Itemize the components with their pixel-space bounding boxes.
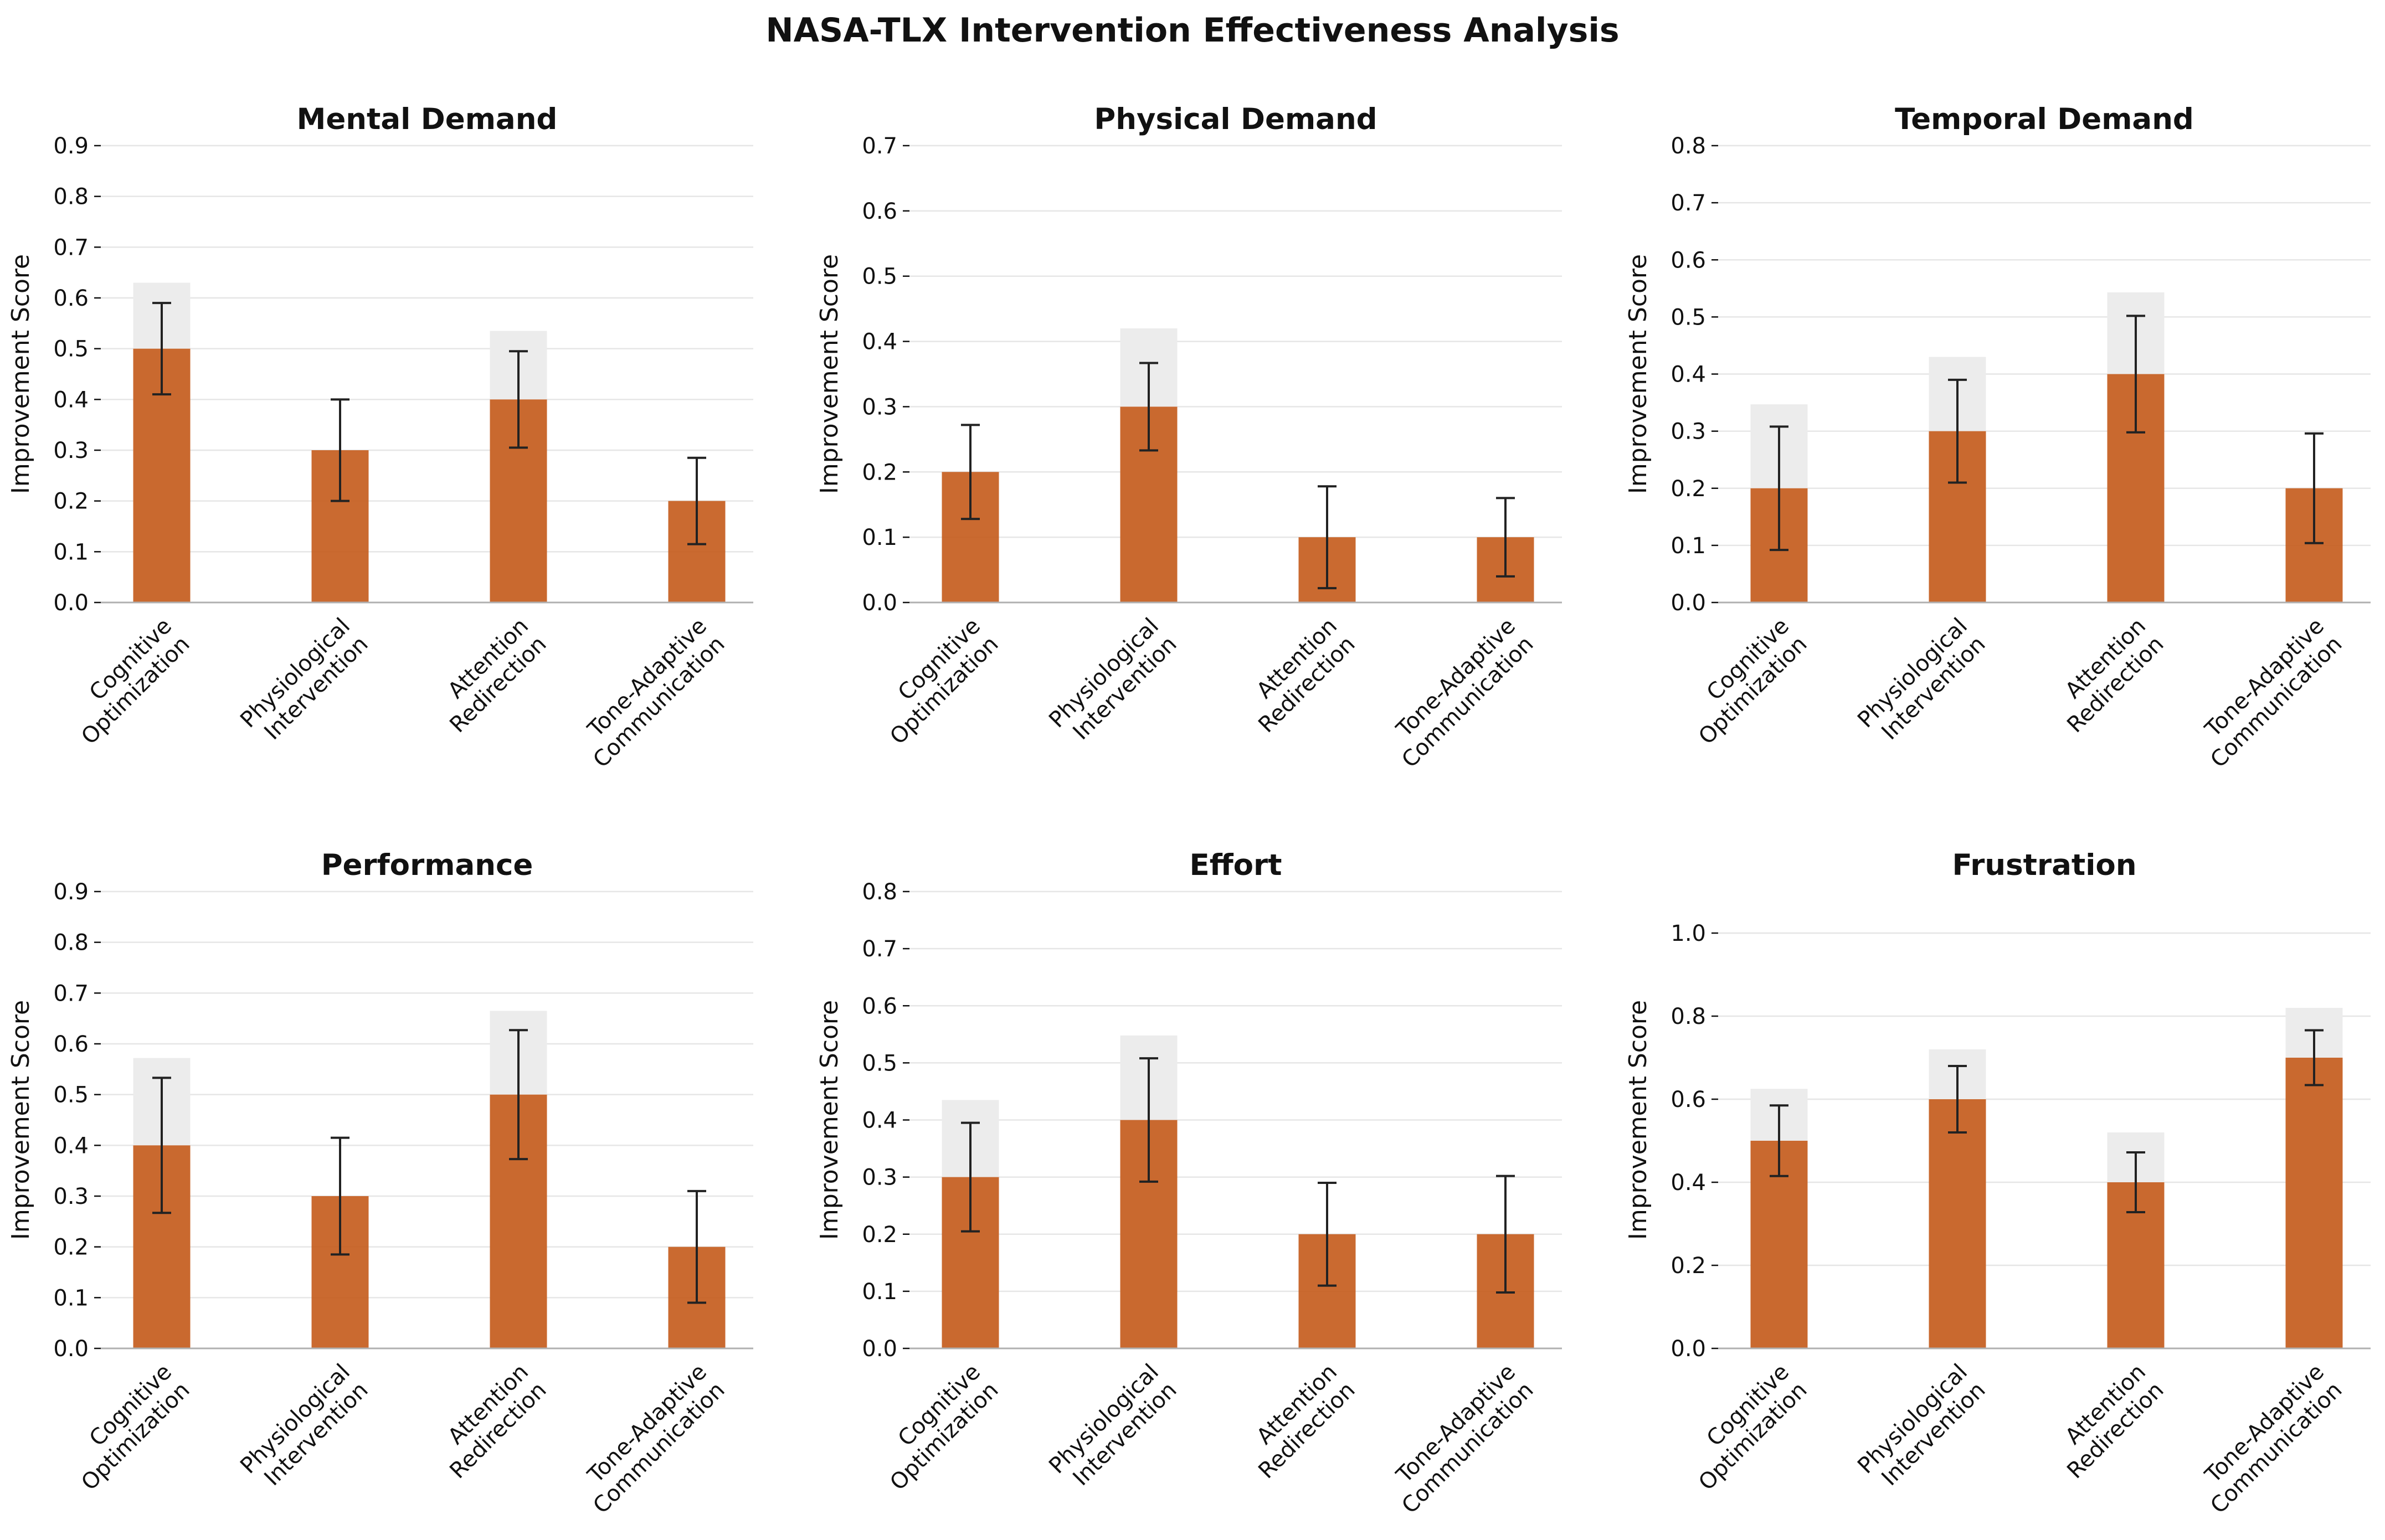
y-tick-label: 0.3 [862, 1165, 897, 1191]
chart-panel-1: Physical Demand 0.0 0.1 0.2 0.3 0.4 0.5 0.6 0.7 I… [815, 102, 1562, 773]
chart-title: Temporal Demand [1895, 102, 2194, 136]
y-tick-label: 0.5 [862, 264, 897, 290]
y-axis-label: Improvement Score [1624, 1000, 1652, 1240]
y-tick-label: 0.4 [53, 1133, 89, 1158]
y-tick-label: 0.6 [862, 199, 897, 224]
bar [1929, 1099, 1986, 1348]
y-tick-label: 0.4 [53, 387, 89, 413]
y-tick-label: 0.4 [862, 329, 897, 355]
y-tick-label: 0.7 [53, 235, 89, 260]
y-axis-label: Improvement Score [7, 1000, 35, 1240]
y-tick-label: 0.0 [53, 1336, 89, 1362]
y-tick-label: 0.5 [862, 1050, 897, 1076]
y-tick-label: 0.8 [1670, 1004, 1706, 1029]
y-axis-label: Improvement Score [815, 1000, 844, 1240]
y-axis-label: Improvement Score [1624, 254, 1652, 494]
y-tick-label: 0.3 [53, 1184, 89, 1209]
y-tick-label: 0.0 [1670, 590, 1706, 616]
y-tick-label: 0.2 [1670, 1253, 1706, 1279]
bar [2285, 1058, 2343, 1348]
y-tick-label: 0.8 [53, 184, 89, 210]
y-tick-label: 0.1 [53, 1285, 89, 1311]
y-tick-label: 0.2 [53, 489, 89, 514]
y-tick-label: 0.5 [53, 337, 89, 362]
y-tick-label: 0.9 [53, 133, 89, 159]
y-tick-label: 0.2 [862, 1222, 897, 1248]
y-tick-label: 0.7 [53, 981, 89, 1006]
chart-title: Effort [1189, 848, 1282, 882]
y-tick-label: 0.4 [1670, 1170, 1706, 1196]
y-tick-label: 0.0 [862, 590, 897, 616]
y-tick-label: 0.8 [53, 930, 89, 956]
y-tick-label: 1.0 [1670, 921, 1706, 946]
y-tick-label: 0.3 [862, 394, 897, 420]
y-tick-label: 0.6 [1670, 1087, 1706, 1112]
y-tick-label: 0.6 [53, 1032, 89, 1057]
y-tick-label: 0.2 [53, 1235, 89, 1260]
y-tick-label: 0.2 [1670, 476, 1706, 502]
y-tick-label: 0.8 [1670, 133, 1706, 159]
y-tick-label: 0.5 [53, 1083, 89, 1108]
y-tick-label: 0.0 [53, 590, 89, 616]
y-tick-label: 0.7 [862, 133, 897, 159]
y-tick-label: 0.3 [1670, 419, 1706, 445]
y-tick-label: 0.1 [53, 539, 89, 565]
y-tick-label: 0.4 [1670, 362, 1706, 388]
y-tick-label: 0.7 [1670, 190, 1706, 216]
chart-title: Performance [321, 848, 533, 882]
chart-title: Mental Demand [297, 102, 558, 136]
y-tick-label: 0.1 [862, 1279, 897, 1305]
y-tick-label: 0.5 [1670, 305, 1706, 330]
y-axis-label: Improvement Score [815, 254, 844, 494]
y-tick-label: 0.8 [862, 879, 897, 905]
y-tick-label: 0.6 [1670, 248, 1706, 273]
y-tick-label: 0.6 [53, 286, 89, 311]
chart-panel-5: Frustration 0.0 0.2 0.4 0.6 0.8 1.0 Improvement… [1624, 848, 2371, 1519]
y-axis-label: Improvement Score [7, 254, 35, 494]
figure-title: NASA-TLX Intervention Effectiveness Anal… [765, 11, 1619, 50]
chart-title: Frustration [1952, 848, 2136, 882]
y-tick-label: 0.7 [862, 936, 897, 962]
y-tick-label: 0.4 [862, 1108, 897, 1134]
y-tick-label: 0.0 [862, 1336, 897, 1362]
y-tick-label: 0.6 [862, 993, 897, 1019]
y-tick-label: 0.9 [53, 879, 89, 905]
y-tick-label: 0.1 [1670, 533, 1706, 559]
y-tick-label: 0.2 [862, 460, 897, 485]
chart-title: Physical Demand [1094, 102, 1377, 136]
y-tick-label: 0.3 [53, 438, 89, 463]
y-tick-label: 0.0 [1670, 1336, 1706, 1362]
y-tick-label: 0.1 [862, 525, 897, 550]
